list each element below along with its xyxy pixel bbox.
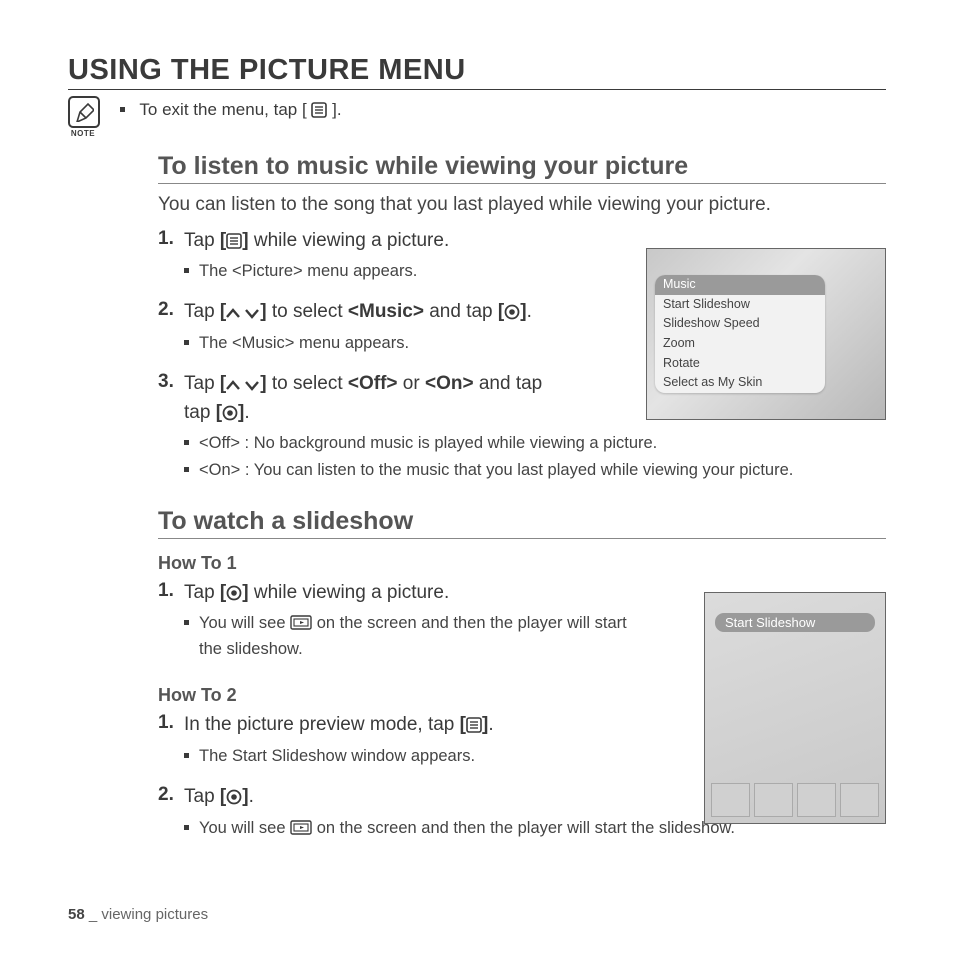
picture-menu: Music Start Slideshow Slideshow Speed Zo… (655, 275, 825, 393)
slideshow-icon (290, 614, 312, 638)
menu-item-select-skin[interactable]: Select as My Skin (655, 373, 825, 393)
device-screenshot-menu: Music Start Slideshow Slideshow Speed Zo… (646, 248, 886, 420)
start-slideshow-pill[interactable]: Start Slideshow (715, 613, 875, 632)
note-row: NOTE To exit the menu, tap [ ]. (68, 96, 886, 138)
bullet-icon (120, 107, 125, 112)
bullet-icon (184, 467, 189, 472)
thumbnail[interactable] (711, 783, 750, 817)
step-number: 1. (158, 228, 184, 294)
menu-item-music[interactable]: Music (655, 275, 825, 295)
section1-intro: You can listen to the song that you last… (158, 192, 886, 218)
section1-title: To listen to music while viewing your pi… (158, 152, 886, 184)
device-screenshot-slideshow: Start Slideshow (704, 592, 886, 824)
step-number: 1. (158, 580, 184, 672)
note-label: NOTE (68, 129, 98, 138)
thumbnail-strip (711, 783, 879, 817)
section2-title: To watch a slideshow (158, 507, 886, 539)
menu-icon (311, 102, 327, 123)
menu-item-slideshow-speed[interactable]: Slideshow Speed (655, 314, 825, 334)
step-number: 3. (158, 371, 184, 492)
footer-section: viewing pictures (101, 906, 208, 923)
bullet-icon (184, 340, 189, 345)
step-1: 1. Tap [] while viewing a picture. The <… (158, 228, 598, 294)
slideshow-icon (290, 819, 312, 843)
page-footer: 58 _ viewing pictures (68, 906, 208, 923)
target-icon (226, 787, 242, 813)
bullet-icon (184, 620, 189, 625)
updown-icon (226, 302, 260, 328)
target-icon (226, 583, 242, 609)
menu-icon (226, 231, 242, 257)
note-text-pre: To exit the menu, tap [ (139, 100, 306, 119)
menu-item-start-slideshow[interactable]: Start Slideshow (655, 295, 825, 315)
menu-item-rotate[interactable]: Rotate (655, 354, 825, 374)
bullet-icon (184, 825, 189, 830)
bullet-icon (184, 268, 189, 273)
note-icon (68, 96, 100, 128)
howto1-label: How To 1 (158, 553, 886, 574)
step-number: 2. (158, 784, 184, 853)
step-2: 2. Tap [] to select <Music> and tap []. … (158, 299, 598, 365)
page-number: 58 (68, 906, 85, 923)
bullet-icon (184, 753, 189, 758)
manual-page: USING THE PICTURE MENU NOTE To exit the … (0, 0, 954, 959)
thumbnail[interactable] (840, 783, 879, 817)
thumbnail[interactable] (754, 783, 793, 817)
page-title: USING THE PICTURE MENU (68, 54, 886, 90)
updown-icon (226, 374, 260, 400)
howto1-step1: 1. Tap [] while viewing a picture. You w… (158, 580, 638, 672)
menu-icon (466, 715, 482, 741)
note-text: To exit the menu, tap [ ]. (120, 100, 342, 123)
target-icon (504, 302, 520, 328)
step-number: 1. (158, 712, 184, 778)
howto2-step1: 1. In the picture preview mode, tap []. … (158, 712, 638, 778)
menu-item-zoom[interactable]: Zoom (655, 334, 825, 354)
bullet-icon (184, 440, 189, 445)
note-text-post: ]. (332, 100, 341, 119)
thumbnail[interactable] (797, 783, 836, 817)
step-number: 2. (158, 299, 184, 365)
target-icon (222, 403, 238, 429)
note-badge: NOTE (68, 96, 98, 138)
